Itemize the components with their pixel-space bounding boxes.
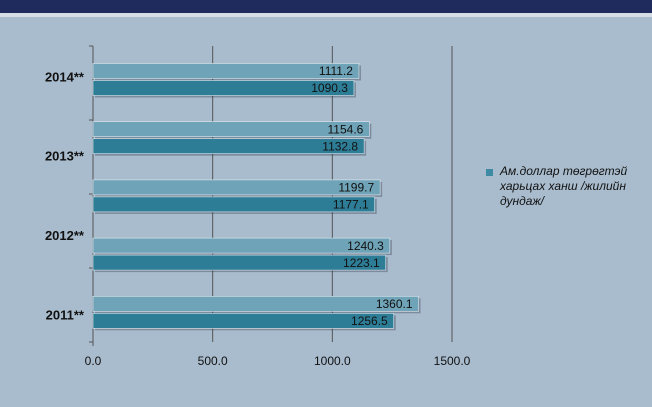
bar xyxy=(92,295,419,312)
data-label: 1360.1 xyxy=(376,297,413,311)
bar xyxy=(92,179,381,196)
legend-swatch xyxy=(486,169,493,176)
y-tick-label: 2014** xyxy=(45,69,85,84)
bar xyxy=(92,80,355,96)
bar xyxy=(92,63,360,79)
legend-label: Ам.доллар төгрөгтэй харьцах ханш /жилийн… xyxy=(500,164,628,208)
data-label: 1154.6 xyxy=(328,122,364,136)
x-tick-label: 1500.0 xyxy=(434,354,471,368)
data-label: 1090.3 xyxy=(311,81,348,95)
bar xyxy=(92,312,395,329)
data-label: 1132.8 xyxy=(322,139,358,153)
y-tick-label: 2013** xyxy=(45,149,85,164)
x-tick-label: 1000.0 xyxy=(314,354,351,368)
x-tick-label: 0.0 xyxy=(85,354,102,368)
data-label: 1240.3 xyxy=(347,239,384,253)
bar xyxy=(92,121,370,137)
data-label: 1256.5 xyxy=(351,314,388,328)
data-label: 1111.2 xyxy=(319,64,353,78)
x-tick-label: 500.0 xyxy=(198,354,228,368)
data-label: 1177.1 xyxy=(333,198,369,212)
data-label: 1199.7 xyxy=(338,181,374,195)
bar xyxy=(92,254,387,271)
y-tick-label: 2011** xyxy=(46,307,85,322)
top-stripe xyxy=(0,13,652,17)
y-tick-label: 2012** xyxy=(45,228,85,243)
data-label: 1223.1 xyxy=(343,256,380,270)
bar xyxy=(92,237,391,254)
top-band xyxy=(0,0,652,13)
bar xyxy=(92,138,365,154)
bar xyxy=(92,196,376,213)
